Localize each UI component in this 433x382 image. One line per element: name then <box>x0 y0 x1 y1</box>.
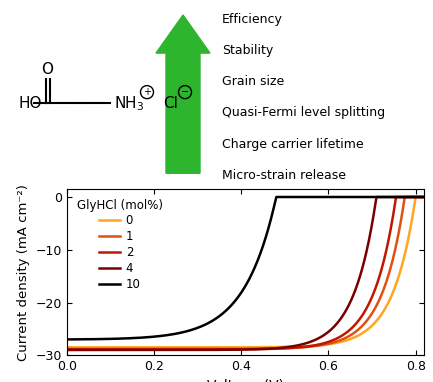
FancyArrow shape <box>156 15 210 173</box>
2 <box>372 288 377 293</box>
0 <box>87 345 92 350</box>
4 <box>281 345 287 350</box>
4 <box>292 344 297 348</box>
0 <box>372 320 377 325</box>
0 <box>65 345 70 350</box>
Text: Cl: Cl <box>163 96 178 111</box>
Text: −: − <box>181 87 189 97</box>
0 <box>422 195 427 199</box>
1 <box>281 346 287 351</box>
Text: Grain size: Grain size <box>222 75 284 88</box>
0 <box>272 345 277 350</box>
Y-axis label: Current density (mA cm⁻²): Current density (mA cm⁻²) <box>17 184 30 361</box>
1 <box>65 346 70 351</box>
2 <box>87 347 92 352</box>
0 <box>281 345 287 349</box>
1 <box>422 195 427 199</box>
Legend: 0, 1, 2, 4, 10: 0, 1, 2, 4, 10 <box>73 195 166 295</box>
2 <box>336 335 341 340</box>
Line: 4: 4 <box>67 197 424 350</box>
10 <box>87 337 92 342</box>
2 <box>65 347 70 352</box>
4 <box>372 206 377 210</box>
4 <box>374 195 379 199</box>
0 <box>413 195 418 199</box>
1 <box>372 307 377 311</box>
Text: Micro-strain release: Micro-strain release <box>222 169 346 182</box>
0 <box>336 340 341 345</box>
1 <box>403 195 408 199</box>
Line: 2: 2 <box>67 197 424 350</box>
4 <box>272 346 277 351</box>
1 <box>292 345 297 350</box>
10 <box>372 195 378 199</box>
4 <box>422 195 427 199</box>
4 <box>336 320 341 324</box>
Text: +: + <box>143 87 151 97</box>
10 <box>293 195 298 199</box>
Line: 1: 1 <box>67 197 424 349</box>
Text: Stability: Stability <box>222 44 273 57</box>
2 <box>292 345 297 350</box>
Text: Charge carrier lifetime: Charge carrier lifetime <box>222 138 364 151</box>
10 <box>274 195 279 199</box>
X-axis label: Voltage (V): Voltage (V) <box>207 379 284 382</box>
Text: O: O <box>41 62 53 77</box>
1 <box>336 339 341 343</box>
10 <box>272 202 277 207</box>
Text: Quasi-Fermi level splitting: Quasi-Fermi level splitting <box>222 106 385 119</box>
Text: NH$_3$: NH$_3$ <box>114 94 145 113</box>
0 <box>292 344 297 349</box>
10 <box>282 195 287 199</box>
1 <box>87 346 92 351</box>
2 <box>394 195 399 199</box>
4 <box>87 348 92 352</box>
10 <box>65 337 70 342</box>
Line: 10: 10 <box>67 197 424 340</box>
Line: 0: 0 <box>67 197 424 347</box>
10 <box>422 195 427 199</box>
1 <box>272 346 277 351</box>
10 <box>336 195 341 199</box>
4 <box>65 348 70 352</box>
2 <box>422 195 427 199</box>
2 <box>281 346 287 351</box>
2 <box>272 346 277 351</box>
Text: Efficiency: Efficiency <box>222 13 283 26</box>
Text: HO: HO <box>18 96 42 111</box>
